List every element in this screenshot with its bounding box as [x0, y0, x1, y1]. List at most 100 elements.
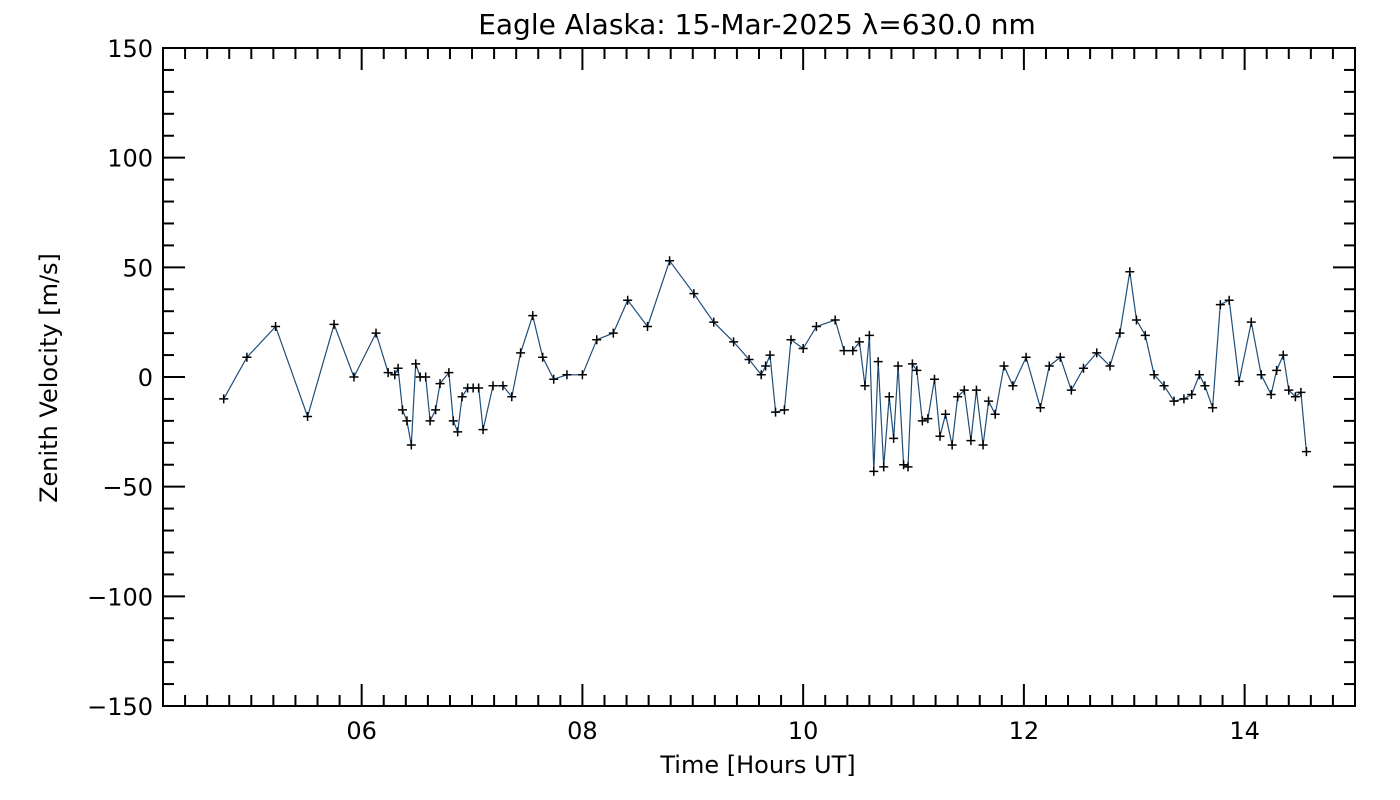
- plot-frame: [162, 47, 1356, 707]
- data-point-marker: [371, 328, 381, 338]
- data-point-marker: [830, 315, 840, 325]
- data-point-marker: [1035, 403, 1045, 413]
- axis-tick-labels: 06 08 10 12 14 −150 −100 −50 0 50 100 150: [87, 35, 1260, 745]
- data-point-marker: [402, 416, 412, 426]
- y-axis-label: Zenith Velocity [m/s]: [35, 253, 63, 503]
- data-point-marker: [643, 322, 653, 332]
- data-point-marker: [848, 346, 858, 356]
- data-point-marker: [1194, 370, 1204, 380]
- data-point-marker: [431, 405, 441, 415]
- data-point-marker: [1131, 315, 1141, 325]
- data-point-marker: [219, 394, 229, 404]
- x-tick-label: 14: [1229, 717, 1260, 745]
- data-point-marker: [242, 352, 252, 362]
- x-tick-label: 10: [788, 717, 819, 745]
- data-point-marker: [453, 427, 463, 437]
- data-point-marker: [966, 436, 976, 446]
- data-point-marker: [729, 337, 739, 347]
- data-point-marker: [393, 363, 403, 373]
- data-point-marker: [562, 370, 572, 380]
- data-point-marker: [1272, 365, 1282, 375]
- data-point-marker: [383, 368, 393, 378]
- data-point-marker: [879, 462, 889, 472]
- data-point-marker: [765, 350, 775, 360]
- data-point-marker: [1187, 390, 1197, 400]
- data-point-marker: [1149, 370, 1159, 380]
- data-point-marker: [941, 409, 951, 419]
- y-tick-label: 100: [107, 145, 153, 173]
- x-tick-label: 08: [567, 717, 598, 745]
- y-tick-label: 50: [122, 254, 153, 282]
- data-point-marker: [947, 440, 957, 450]
- x-axis-label: Time [Hours UT]: [659, 751, 855, 779]
- data-point-marker: [864, 330, 874, 340]
- data-point-marker: [1159, 381, 1169, 391]
- data-point-marker: [1044, 361, 1054, 371]
- data-point-marker: [538, 352, 548, 362]
- data-point-marker: [478, 425, 488, 435]
- data-point-marker: [1234, 376, 1244, 386]
- y-tick-label: 150: [107, 35, 153, 63]
- data-point-marker: [899, 460, 909, 470]
- data-point-marker: [999, 361, 1009, 371]
- data-point-marker: [1105, 361, 1115, 371]
- data-point-marker: [406, 440, 416, 450]
- data-point-marker: [839, 346, 849, 356]
- data-point-marker: [779, 405, 789, 415]
- data-point-marker: [756, 370, 766, 380]
- data-point-marker: [425, 416, 435, 426]
- data-point-marker: [990, 409, 1000, 419]
- data-point-marker: [329, 319, 339, 329]
- data-point-marker: [488, 381, 498, 391]
- data-point-marker: [1179, 394, 1189, 404]
- data-point-marker: [1290, 392, 1300, 402]
- data-point-marker: [516, 348, 526, 358]
- data-point-marker: [1266, 390, 1276, 400]
- data-point-marker: [689, 289, 699, 299]
- data-point-marker: [1125, 267, 1135, 277]
- data-point-marker: [549, 374, 559, 384]
- series-layer: [219, 256, 1311, 476]
- data-point-marker: [923, 414, 933, 424]
- data-point-marker: [608, 328, 618, 338]
- data-point-marker: [907, 359, 917, 369]
- data-point-marker: [390, 370, 400, 380]
- y-tick-label: −150: [87, 693, 153, 721]
- data-point-marker: [1115, 328, 1125, 338]
- series-line: [223, 259, 1307, 472]
- data-point-marker: [1284, 385, 1294, 395]
- data-point-marker: [1224, 295, 1234, 305]
- data-point-marker: [1215, 300, 1225, 310]
- data-point-marker: [771, 407, 781, 417]
- data-point-marker: [1008, 381, 1018, 391]
- data-point-marker: [1296, 387, 1306, 397]
- data-point-marker: [398, 405, 408, 415]
- data-point-marker: [709, 317, 719, 327]
- data-point-marker: [665, 256, 675, 266]
- data-point-marker: [869, 466, 879, 476]
- data-point-marker: [929, 374, 939, 384]
- data-point-marker: [744, 354, 754, 364]
- data-point-marker: [421, 372, 431, 382]
- data-point-marker: [623, 295, 633, 305]
- data-point-marker: [349, 372, 359, 382]
- data-point-marker: [1092, 348, 1102, 358]
- data-point-marker: [953, 392, 963, 402]
- data-point-marker: [435, 379, 445, 389]
- data-point-marker: [411, 359, 421, 369]
- data-point-marker: [1066, 385, 1076, 395]
- data-point-marker: [971, 385, 981, 395]
- y-tick-label: 0: [138, 364, 153, 392]
- data-point-marker: [1021, 352, 1031, 362]
- data-point-marker: [903, 462, 913, 472]
- data-point-marker: [798, 343, 808, 353]
- data-point-marker: [860, 381, 870, 391]
- data-point-marker: [811, 322, 821, 332]
- data-point-marker: [457, 392, 467, 402]
- data-point-marker: [507, 392, 517, 402]
- data-point-marker: [498, 381, 508, 391]
- data-point-marker: [893, 361, 903, 371]
- x-tick-label: 06: [346, 717, 377, 745]
- data-point-marker: [984, 396, 994, 406]
